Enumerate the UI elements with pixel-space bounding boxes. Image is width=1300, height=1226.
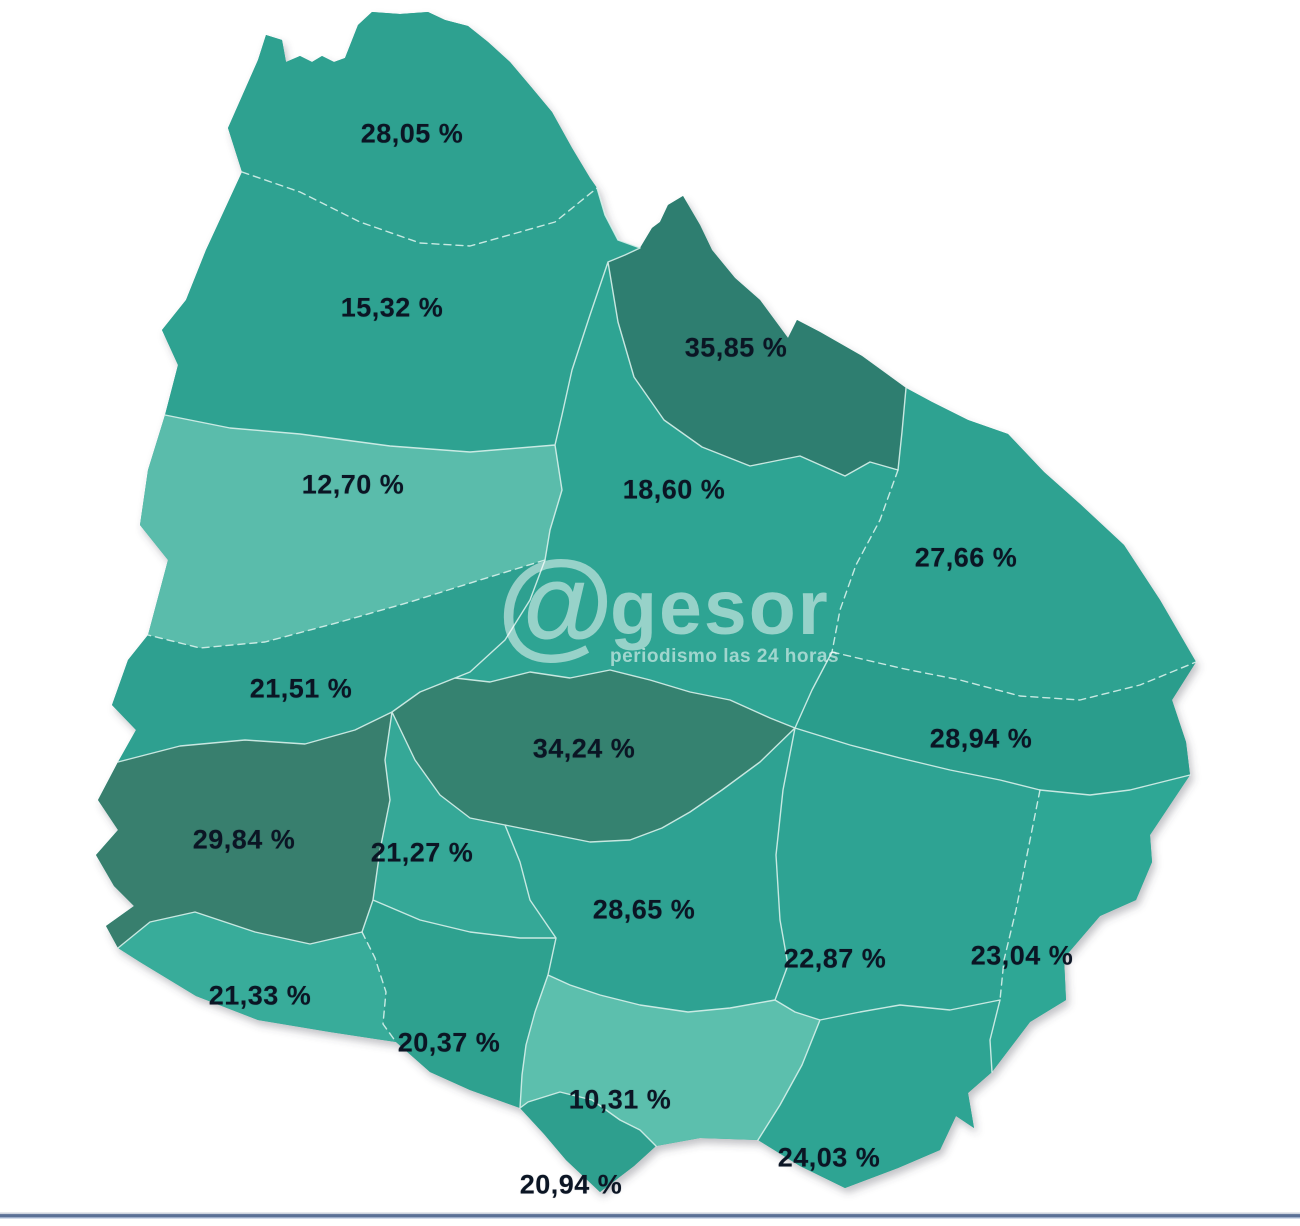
region-lavalleja: [775, 728, 1040, 1020]
region-rio-negro: [112, 560, 545, 762]
region-treinta-y-tres: [795, 652, 1196, 795]
bottom-divider: [0, 1212, 1300, 1219]
region-soriano: [96, 712, 392, 948]
region-salto: [162, 172, 640, 452]
region-rocha: [990, 775, 1190, 1072]
region-canelones: [520, 975, 820, 1146]
region-durazno: [392, 670, 795, 842]
region-san-jose: [362, 900, 556, 1108]
region-maldonado: [758, 1000, 1000, 1188]
region-flores: [373, 712, 556, 938]
region-colonia: [118, 912, 396, 1042]
region-florida: [505, 728, 795, 1012]
region-artigas: [228, 12, 597, 246]
region-paysandu: [140, 415, 562, 648]
region-cerro-largo: [832, 388, 1196, 700]
region-rivera: [608, 196, 906, 476]
region-tacuarembo: [455, 262, 898, 728]
region-montevideo: [520, 1092, 656, 1192]
department-borders-dashed: [147, 171, 1197, 1043]
